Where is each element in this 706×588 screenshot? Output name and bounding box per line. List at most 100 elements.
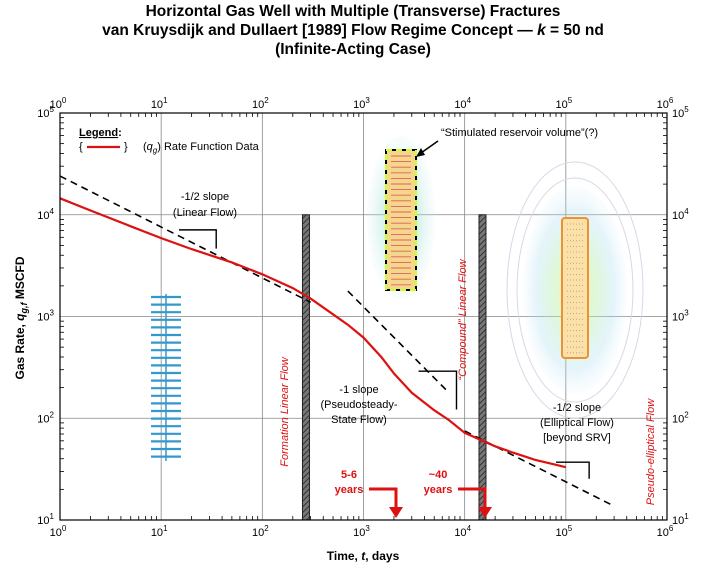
y-tick-label-right-base: 10	[672, 210, 684, 222]
y-axis-label-pre: Gas Rate,	[13, 321, 27, 380]
annotation-arrow2-line1: ~40	[429, 469, 448, 481]
y-tick-label-right: 103	[672, 309, 689, 324]
model-line	[59, 175, 311, 303]
y-tick-label-exp: 2	[50, 410, 55, 419]
x-tick-label-top-base: 10	[353, 99, 365, 111]
x-tick-labels-top: 100 101 102 103 104 105 106	[50, 96, 674, 111]
y-axis-label-post: MSCFD	[13, 256, 27, 302]
fracture-schematic	[151, 294, 181, 461]
y-tick-label: 105	[37, 105, 54, 120]
x-tick-label-top-exp: 0	[62, 96, 67, 105]
title-line-2-k: k	[537, 22, 546, 39]
y-tick-label-right-base: 10	[672, 108, 684, 120]
x-tick-label-top: 106	[657, 96, 674, 111]
x-axis-label-var: t	[361, 549, 366, 563]
srv-box-small-highlight	[385, 149, 417, 291]
x-tick-label-top: 104	[454, 96, 471, 111]
x-tick-label: 104	[454, 524, 471, 539]
legend-brace-close: }	[124, 141, 128, 153]
annotation-arrow1: 5-6 years	[335, 469, 403, 518]
x-tick-label-base: 10	[555, 527, 567, 539]
chart-title: Horizontal Gas Well with Multiple (Trans…	[0, 2, 706, 59]
annotation-slope1: -1/2 slope (Linear Flow)	[173, 191, 237, 219]
x-axis-label: Time, t, days	[327, 549, 400, 563]
x-tick-label-top: 105	[555, 96, 572, 111]
y-tick-label-right: 102	[672, 410, 689, 425]
annotation-slope1-line2: (Linear Flow)	[173, 207, 237, 219]
regime-bar	[478, 214, 487, 521]
x-tick-label-exp: 2	[264, 524, 269, 533]
x-tick-label-exp: 1	[163, 524, 168, 533]
y-tick-label-right-exp: 5	[684, 105, 689, 114]
x-tick-label: 100	[50, 524, 67, 539]
annotation-formation-flow: Formation Linear Flow	[279, 356, 291, 466]
x-tick-label-exp: 0	[62, 524, 67, 533]
annotation-pseudo-elliptical: Pseudo-elliptical Flow	[645, 398, 657, 505]
annotation-slope2: -1 slope (Pseudosteady- State Flow)	[320, 384, 397, 426]
y-tick-label-right-base: 10	[672, 413, 684, 425]
y-tick-label: 101	[37, 512, 54, 527]
legend-title-text: Legend	[79, 127, 118, 139]
legend-title: Legend:	[79, 127, 122, 139]
srv-pointer-arrowhead	[416, 148, 425, 157]
annotation-slope3-line2: (Elliptical Flow)	[540, 417, 614, 429]
srv-pointer-arrow	[420, 140, 439, 154]
x-tick-label-exp: 3	[365, 524, 370, 533]
regime-bar	[301, 214, 310, 521]
x-tick-label-top: 102	[252, 96, 269, 111]
slope-triangles	[178, 229, 590, 479]
annotation-slope3: -1/2 slope (Elliptical Flow) [beyond SRV…	[540, 402, 614, 444]
slope-triangle	[418, 370, 458, 410]
x-tick-label: 102	[252, 524, 269, 539]
x-tick-label-top-exp: 5	[568, 96, 573, 105]
y-tick-label-exp: 3	[50, 309, 55, 318]
y-tick-label-right-exp: 1	[684, 512, 689, 521]
annotation-arrow2-head	[478, 507, 492, 518]
srv-inset-large	[506, 161, 644, 419]
x-tick-label: 105	[555, 524, 572, 539]
x-tick-label-top-exp: 3	[365, 96, 370, 105]
x-tick-label-exp: 6	[669, 524, 674, 533]
x-tick-label-top-exp: 4	[467, 96, 472, 105]
y-axis-label: Gas Rate, qg,f MSCFD	[13, 256, 29, 379]
srv-box-large	[561, 217, 589, 359]
y-tick-label: 103	[37, 309, 54, 324]
y-axis-label-sub: g,f	[19, 301, 29, 314]
legend-sub: g	[153, 146, 158, 155]
x-tick-label-top-base: 10	[454, 99, 466, 111]
series-line	[59, 197, 567, 469]
y-tick-label-exp: 1	[50, 512, 55, 521]
srv-contour-outer	[506, 161, 644, 419]
x-tick-label-exp: 5	[568, 524, 573, 533]
x-tick-label-top-base: 10	[151, 99, 163, 111]
y-tick-label-right-base: 10	[672, 312, 684, 324]
y-tick-label-base: 10	[37, 312, 49, 324]
y-tick-label-right: 105	[672, 105, 689, 120]
x-axis-label-post: , days	[365, 549, 399, 563]
annotation-arrow2-shaft	[458, 487, 487, 509]
x-tick-label-base: 10	[50, 527, 62, 539]
title-line-2-prefix: van Kruysdijk and Dullaert [1989] Flow R…	[102, 22, 538, 39]
legend-title-colon: :	[118, 127, 122, 139]
x-tick-label-top-exp: 6	[669, 96, 674, 105]
slope-triangle	[556, 461, 590, 479]
y-tick-label-base: 10	[37, 210, 49, 222]
y-tick-label: 102	[37, 410, 54, 425]
annotation-arrow1-shaft	[369, 487, 398, 509]
x-tick-label-top-base: 10	[657, 99, 669, 111]
annotation-slope1-line1: -1/2 slope	[181, 191, 229, 203]
x-tick-label-top: 103	[353, 96, 370, 111]
title-line-1: Horizontal Gas Well with Multiple (Trans…	[145, 3, 561, 20]
annotation-slope3-line3: [beyond SRV]	[543, 432, 611, 444]
y-tick-label-right: 104	[672, 207, 689, 222]
annotation-arrow1-line2: years	[335, 484, 364, 496]
title-line-2-suffix: = 50 nd	[545, 22, 604, 39]
srv-contour-mid	[516, 177, 634, 403]
y-tick-label-right-exp: 2	[684, 410, 689, 419]
y-tick-label-base: 10	[37, 413, 49, 425]
x-tick-label-top-base: 10	[50, 99, 62, 111]
annotation-slope2-line1: -1 slope	[339, 384, 378, 396]
x-tick-label: 101	[151, 524, 168, 539]
